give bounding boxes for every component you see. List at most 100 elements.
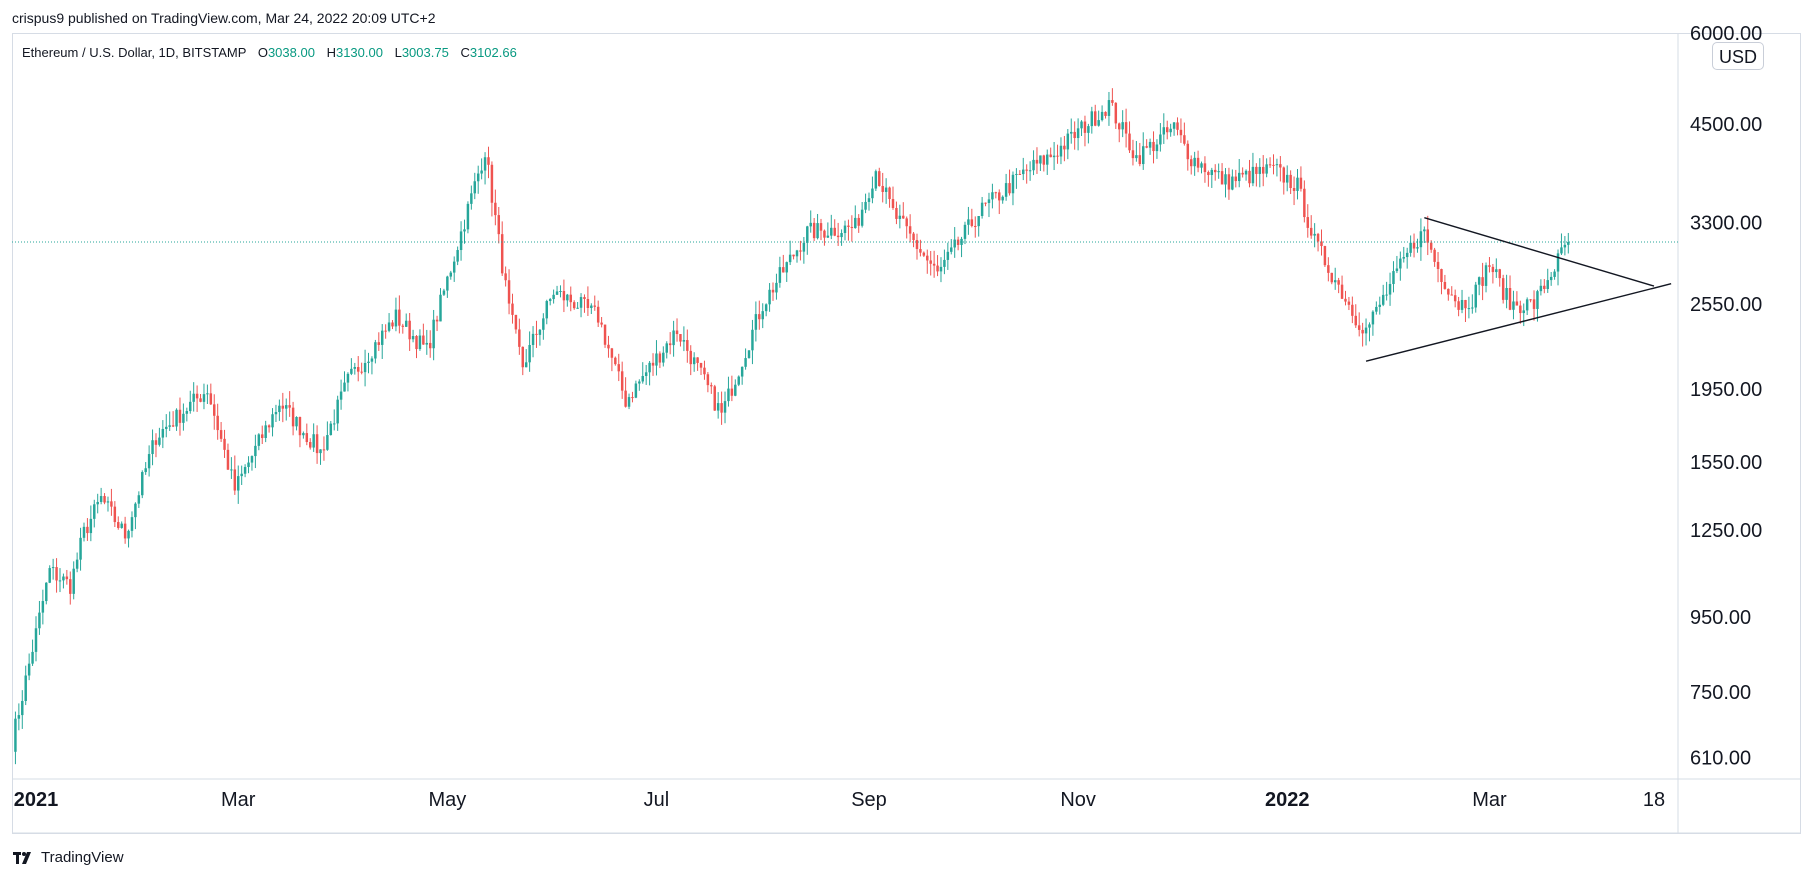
candle-body: [1028, 170, 1032, 172]
trendline-descending-resistance[interactable]: [1424, 217, 1655, 287]
candle-body: [103, 496, 106, 503]
candle-body: [1556, 253, 1560, 272]
candle-body: [1248, 170, 1251, 184]
candle-body: [566, 294, 569, 301]
candle-body: [655, 353, 658, 366]
publisher-line: crispus9 published on TradingView.com, M…: [12, 10, 436, 26]
candles-layer: [14, 88, 1570, 765]
candle-body: [1234, 176, 1238, 182]
candle-body: [1560, 247, 1563, 254]
tradingview-logo[interactable]: TradingView: [13, 849, 124, 866]
price-tick-label: 3300.00: [1690, 212, 1762, 234]
low-value: 3003.75: [401, 45, 449, 60]
candle-body: [617, 364, 620, 372]
time-tick-label: Jul: [644, 789, 670, 811]
candle-body: [1347, 301, 1351, 305]
candle-body: [363, 362, 367, 373]
candle-body: [473, 181, 477, 194]
candle-body: [51, 567, 55, 569]
price-tick-label: 1950.00: [1690, 379, 1762, 401]
symbol-legend[interactable]: Ethereum / U.S. Dollar, 1D, BITSTAMP O30…: [22, 45, 517, 60]
candle-body: [1241, 172, 1244, 175]
candle-body: [343, 382, 346, 392]
candle-body: [1536, 291, 1539, 309]
candle-body: [137, 495, 141, 504]
price-tick-label: 4500.00: [1690, 114, 1762, 136]
candle-body: [1032, 159, 1035, 171]
candle-body: [1405, 252, 1409, 258]
candle-body: [596, 306, 600, 323]
trendline-ascending-support[interactable]: [1365, 283, 1672, 362]
candle-body: [75, 559, 79, 569]
candle-body: [374, 342, 377, 359]
candle-body: [1285, 174, 1289, 183]
price-axis[interactable]: 610.00 750.00 950.00 1250.00 1550.00 1950.00 2…: [1690, 23, 1762, 770]
candle-body: [888, 187, 891, 200]
candle-body: [819, 223, 823, 231]
candle-body: [1529, 299, 1532, 301]
candle-body: [1046, 154, 1049, 165]
candle-body: [1142, 146, 1145, 165]
candle-body: [96, 501, 99, 505]
time-tick-label: 2022: [1265, 789, 1310, 811]
candle-body: [511, 303, 514, 315]
candle-body: [939, 266, 943, 272]
candle-body: [247, 462, 250, 468]
candle-body: [106, 501, 110, 503]
candle-body: [165, 426, 168, 429]
candle-body: [154, 440, 158, 445]
candle-body: [847, 225, 850, 227]
candle-body: [1563, 244, 1567, 248]
candle-body: [593, 305, 596, 307]
candle-body: [199, 398, 202, 402]
candle-body: [1213, 169, 1217, 173]
candle-body: [778, 267, 782, 283]
candle-body: [1464, 299, 1467, 309]
candle-body: [600, 322, 603, 325]
candle-body: [219, 430, 223, 439]
candle-body: [487, 157, 490, 165]
time-axis[interactable]: 2021 Mar May Jul Sep Nov 2022 Mar 18: [14, 789, 1665, 811]
open-value: 3038.00: [267, 45, 315, 60]
candle-body: [614, 357, 617, 365]
candle-body: [542, 318, 545, 330]
candle-body: [69, 579, 72, 594]
candle-body: [202, 394, 206, 402]
candle-body: [418, 335, 422, 350]
candle-body: [809, 222, 812, 227]
candle-body: [48, 568, 51, 583]
candle-body: [79, 537, 82, 560]
candle-body: [1063, 145, 1066, 150]
candle-body: [586, 299, 590, 309]
candle-body: [1460, 299, 1464, 310]
candle-body: [583, 297, 586, 300]
candle-body: [428, 342, 432, 349]
candle-body: [213, 404, 216, 416]
candle-body: [689, 350, 692, 365]
candle-body: [168, 425, 171, 427]
currency-button[interactable]: USD: [1712, 42, 1764, 70]
candle-body: [189, 401, 192, 412]
candle-body: [257, 434, 261, 446]
candle-body: [1453, 295, 1457, 302]
candle-body: [31, 651, 34, 664]
candle-body: [1395, 268, 1399, 272]
candle-body: [243, 467, 247, 474]
candle-body: [864, 201, 867, 210]
candle-body: [1087, 126, 1090, 133]
candle-body: [192, 393, 195, 402]
candle-body: [195, 393, 199, 399]
candle-body: [1076, 128, 1080, 139]
candle-body: [34, 628, 38, 652]
candle-body: [764, 304, 768, 312]
open-label: O: [257, 45, 268, 60]
candle-body: [216, 415, 219, 431]
candle-body: [1316, 233, 1320, 242]
candle-body: [1200, 163, 1203, 168]
candle-body: [1495, 269, 1498, 273]
candle-body: [967, 219, 970, 225]
candle-body: [1553, 271, 1556, 277]
time-tick-label: 18: [1643, 789, 1665, 811]
candle-body: [1306, 217, 1310, 228]
